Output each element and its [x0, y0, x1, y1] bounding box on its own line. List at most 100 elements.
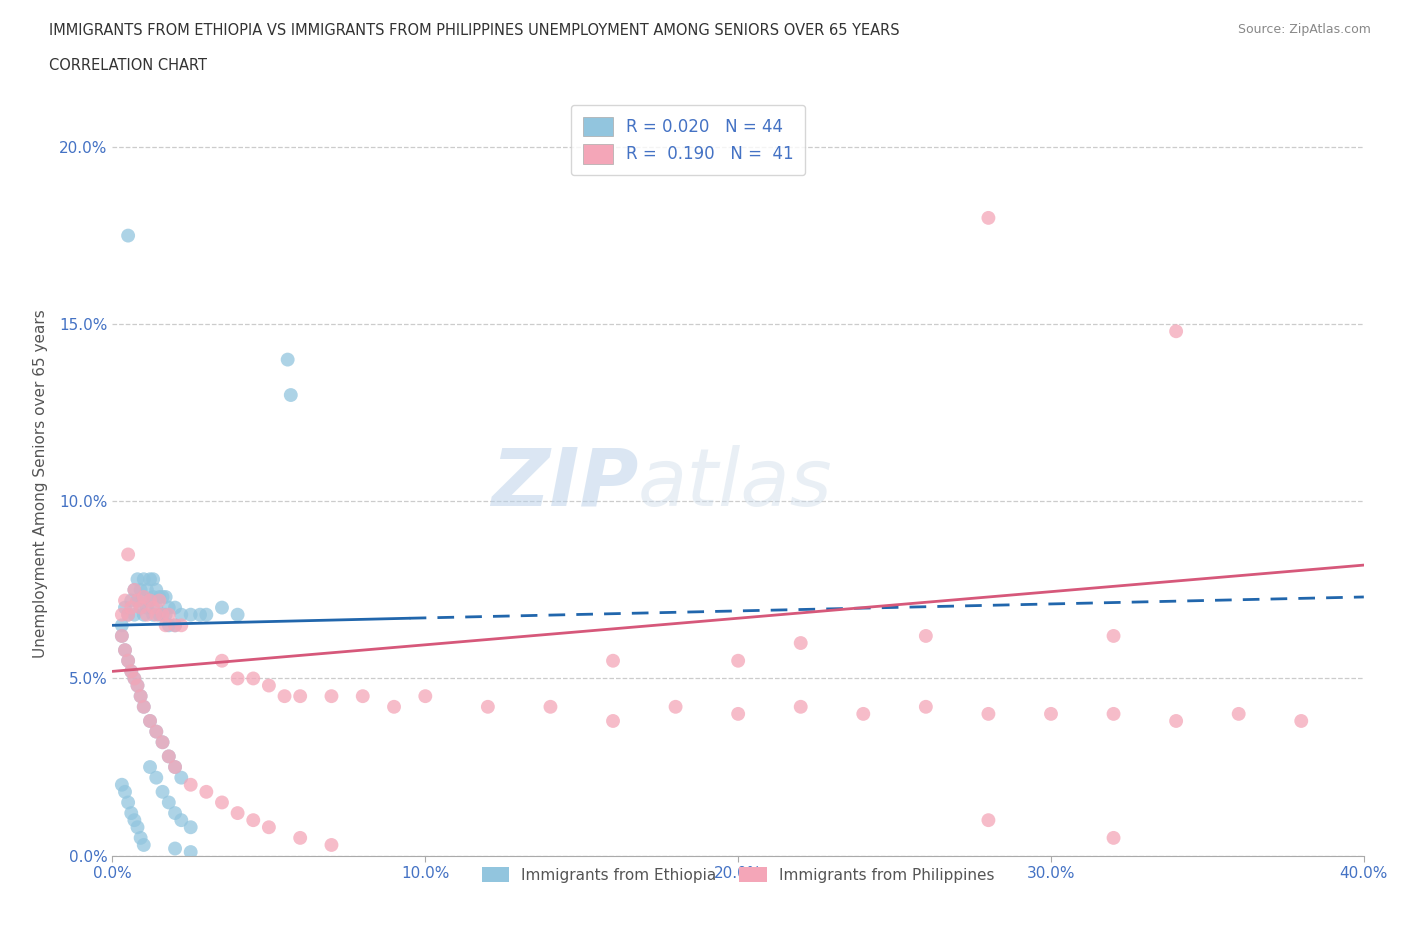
Point: [139, 713, 162, 728]
Point: [124, 607, 146, 622]
Point: [180, 820, 202, 835]
Point: [195, 607, 218, 622]
Point: [211, 795, 233, 810]
Point: [1227, 707, 1250, 722]
Point: [257, 678, 280, 693]
Text: CORRELATION CHART: CORRELATION CHART: [49, 58, 207, 73]
Point: [170, 607, 193, 622]
Point: [157, 618, 180, 632]
Point: [127, 593, 149, 608]
Point: [127, 572, 149, 587]
Point: [602, 713, 624, 728]
Point: [188, 607, 211, 622]
Point: [664, 699, 686, 714]
Point: [170, 770, 193, 785]
Point: [290, 830, 312, 845]
Point: [321, 689, 343, 704]
Point: [129, 689, 152, 704]
Point: [163, 841, 186, 856]
Point: [117, 607, 139, 622]
Point: [139, 760, 162, 775]
Point: [148, 607, 170, 622]
Point: [124, 582, 146, 597]
Point: [129, 830, 152, 845]
Point: [135, 607, 157, 622]
Point: [1039, 707, 1063, 722]
Point: [977, 707, 1000, 722]
Point: [852, 707, 875, 722]
Point: [1102, 830, 1125, 845]
Point: [157, 607, 180, 622]
Point: [211, 600, 233, 615]
Point: [132, 699, 155, 714]
Text: atlas: atlas: [638, 445, 832, 523]
Point: [139, 593, 162, 608]
Point: [157, 795, 180, 810]
Point: [148, 590, 170, 604]
Point: [152, 735, 174, 750]
Point: [145, 600, 167, 615]
Point: [145, 582, 167, 597]
Point: [1166, 713, 1188, 728]
Point: [180, 607, 202, 622]
Point: [124, 671, 146, 686]
Point: [145, 770, 167, 785]
Point: [1102, 629, 1125, 644]
Point: [145, 724, 167, 739]
Point: [155, 590, 177, 604]
Point: [124, 813, 146, 828]
Y-axis label: Unemployment Among Seniors over 65 years: Unemployment Among Seniors over 65 years: [34, 309, 48, 658]
Point: [129, 689, 152, 704]
Point: [132, 838, 155, 853]
Point: [142, 590, 165, 604]
Point: [114, 600, 136, 615]
Point: [170, 813, 193, 828]
Point: [111, 607, 134, 622]
Point: [127, 678, 149, 693]
Point: [180, 777, 202, 792]
Point: [152, 784, 174, 799]
Point: [124, 671, 146, 686]
Text: IMMIGRANTS FROM ETHIOPIA VS IMMIGRANTS FROM PHILIPPINES UNEMPLOYMENT AMONG SENIO: IMMIGRANTS FROM ETHIOPIA VS IMMIGRANTS F…: [49, 23, 900, 38]
Point: [790, 699, 813, 714]
Point: [120, 600, 142, 615]
Point: [257, 820, 280, 835]
Point: [790, 635, 813, 650]
Point: [277, 352, 299, 367]
Point: [290, 689, 312, 704]
Point: [111, 629, 134, 644]
Point: [142, 607, 165, 622]
Point: [145, 607, 167, 622]
Point: [382, 699, 405, 714]
Point: [132, 607, 155, 622]
Point: [148, 593, 170, 608]
Point: [132, 590, 155, 604]
Point: [1166, 324, 1188, 339]
Point: [139, 593, 162, 608]
Point: [114, 593, 136, 608]
Point: [157, 600, 180, 615]
Point: [145, 724, 167, 739]
Point: [727, 653, 749, 668]
Point: [415, 689, 437, 704]
Point: [129, 582, 152, 597]
Point: [117, 653, 139, 668]
Legend: Immigrants from Ethiopia, Immigrants from Philippines: Immigrants from Ethiopia, Immigrants fro…: [475, 860, 1001, 889]
Point: [211, 653, 233, 668]
Point: [127, 678, 149, 693]
Point: [163, 760, 186, 775]
Point: [977, 813, 1000, 828]
Point: [135, 600, 157, 615]
Point: [120, 805, 142, 820]
Point: [727, 707, 749, 722]
Point: [163, 760, 186, 775]
Point: [157, 749, 180, 764]
Text: Source: ZipAtlas.com: Source: ZipAtlas.com: [1237, 23, 1371, 36]
Point: [132, 572, 155, 587]
Point: [117, 228, 139, 243]
Point: [163, 618, 186, 632]
Point: [226, 805, 249, 820]
Point: [273, 689, 295, 704]
Point: [242, 813, 264, 828]
Point: [114, 643, 136, 658]
